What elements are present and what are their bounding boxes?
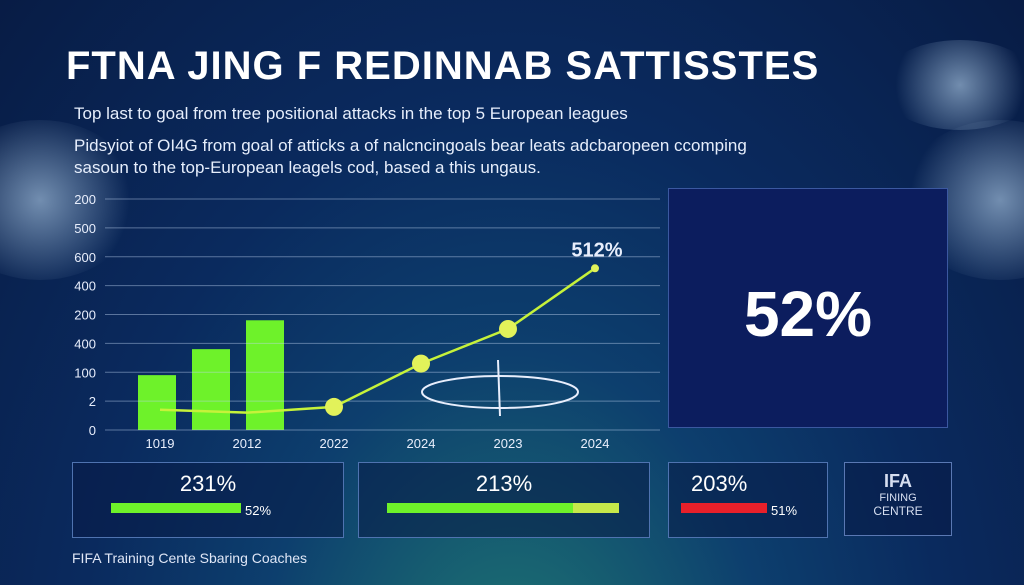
y-tick-label: 400 [74,279,96,294]
x-tick-label: 2024 [581,436,610,451]
highlight-panel: 52% [668,188,948,428]
progress-bar [573,503,619,513]
footer: FIFA Training Cente Sbaring Coaches [72,550,308,566]
card-label: 52% [245,503,272,518]
line-marker [499,319,517,338]
x-tick-label: 1019 [146,436,175,451]
x-tick-label: 2023 [494,436,523,451]
highlight-value: 52% [743,278,873,350]
y-tick-label: 400 [74,336,96,351]
line-marker [412,354,430,373]
card-value: 213% [475,471,533,496]
progress-bar [387,503,573,513]
line-marker [591,264,599,273]
logo-text: CENTRE [873,504,923,518]
y-tick-label: 600 [74,250,96,265]
subtitle: Top last to goal from tree positional at… [74,104,628,123]
description: Pidsyiot of OI4G from goal of atticks a … [74,136,747,155]
logo-text: FINING [879,492,917,504]
pitch-line [497,359,501,417]
line [159,267,596,414]
description: sasoun to the top-European leagels cod, … [74,158,541,177]
y-tick-label: 500 [74,221,96,236]
progress-bar [111,503,241,513]
y-tick-label: 100 [74,365,96,380]
x-tick-label: 2022 [320,436,349,451]
bar [192,349,230,430]
card-value: 231% [179,471,237,496]
progress-bar [681,503,767,513]
card-label: 51% [771,503,798,518]
logo-text: IFA [883,471,912,491]
y-tick-label: 200 [74,192,96,207]
card-value: 203% [691,471,748,496]
stat-card: 203% 51% [668,462,828,538]
y-tick-label: 2 [89,394,96,409]
y-tick-label: 200 [74,308,96,323]
stat-card: 231% 52% [72,462,344,538]
x-tick-label: 2024 [407,436,436,451]
bar [138,375,176,430]
stat-card: 213% [358,462,650,538]
stadium-light [880,40,1024,130]
line-marker [325,397,343,416]
logo: IFA FINING CENTRE [844,462,952,536]
x-tick-label: 2012 [233,436,262,451]
title: FTNA JING F REDINNAB SATTISSTES [66,44,820,88]
y-tick-label: 0 [89,423,96,438]
annotation: 512% [571,239,622,261]
